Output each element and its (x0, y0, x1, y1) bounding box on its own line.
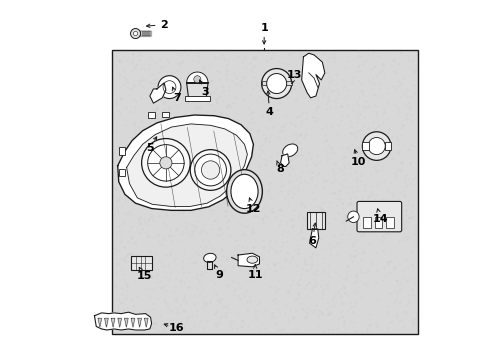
Text: 2: 2 (160, 19, 168, 30)
Bar (148, 112, 155, 118)
Ellipse shape (282, 144, 297, 157)
Polygon shape (148, 31, 151, 36)
Bar (119, 147, 125, 155)
Bar (362, 143, 368, 150)
Circle shape (130, 28, 140, 39)
Polygon shape (186, 83, 207, 97)
Polygon shape (238, 253, 259, 267)
Bar (162, 112, 169, 117)
Polygon shape (140, 31, 142, 36)
Circle shape (133, 31, 138, 36)
Polygon shape (138, 31, 140, 36)
Polygon shape (142, 31, 144, 36)
Polygon shape (94, 312, 151, 330)
Polygon shape (280, 154, 288, 166)
Polygon shape (118, 318, 121, 327)
Circle shape (190, 150, 230, 190)
Text: 13: 13 (286, 69, 302, 80)
Circle shape (160, 157, 172, 169)
Polygon shape (126, 124, 247, 206)
Text: 9: 9 (215, 270, 223, 280)
Text: 16: 16 (168, 323, 184, 333)
Ellipse shape (230, 174, 258, 208)
Bar (112, 50, 417, 334)
Text: 7: 7 (172, 93, 180, 103)
Text: 1: 1 (260, 23, 267, 33)
Ellipse shape (203, 253, 216, 262)
Polygon shape (111, 318, 115, 327)
Bar (363, 217, 370, 228)
Polygon shape (118, 115, 253, 210)
Text: 6: 6 (308, 236, 316, 246)
Ellipse shape (246, 256, 257, 263)
Circle shape (362, 132, 390, 160)
Polygon shape (144, 318, 148, 327)
Polygon shape (186, 72, 207, 83)
Polygon shape (144, 31, 146, 36)
Circle shape (193, 76, 201, 83)
Text: 8: 8 (276, 164, 284, 174)
Circle shape (201, 161, 219, 179)
Polygon shape (104, 318, 108, 327)
Circle shape (163, 81, 176, 94)
Circle shape (347, 211, 358, 222)
Polygon shape (309, 229, 318, 248)
Circle shape (158, 76, 181, 99)
Circle shape (142, 139, 190, 187)
FancyBboxPatch shape (356, 202, 401, 232)
Bar (306, 212, 324, 229)
Bar (374, 217, 382, 228)
Bar (119, 169, 125, 176)
Polygon shape (146, 31, 148, 36)
Text: 5: 5 (146, 143, 153, 153)
Circle shape (147, 145, 184, 181)
Ellipse shape (226, 170, 262, 213)
Bar (184, 96, 209, 101)
Text: 3: 3 (201, 87, 208, 98)
Circle shape (261, 68, 291, 99)
Bar (261, 81, 291, 85)
Bar (384, 143, 390, 150)
Circle shape (266, 73, 286, 94)
Polygon shape (138, 318, 141, 327)
Polygon shape (136, 31, 138, 36)
Polygon shape (149, 83, 165, 103)
Text: 12: 12 (245, 203, 261, 213)
Polygon shape (131, 318, 135, 327)
Bar (385, 217, 393, 228)
Text: 14: 14 (372, 214, 387, 224)
Text: 11: 11 (247, 270, 263, 280)
Polygon shape (207, 261, 212, 269)
Text: 15: 15 (137, 271, 152, 282)
Circle shape (194, 154, 226, 186)
Text: 4: 4 (265, 107, 273, 117)
Polygon shape (301, 53, 324, 98)
Circle shape (367, 138, 385, 155)
Polygon shape (98, 318, 102, 327)
Polygon shape (124, 318, 128, 327)
Bar (131, 256, 152, 270)
Text: 10: 10 (350, 157, 366, 167)
